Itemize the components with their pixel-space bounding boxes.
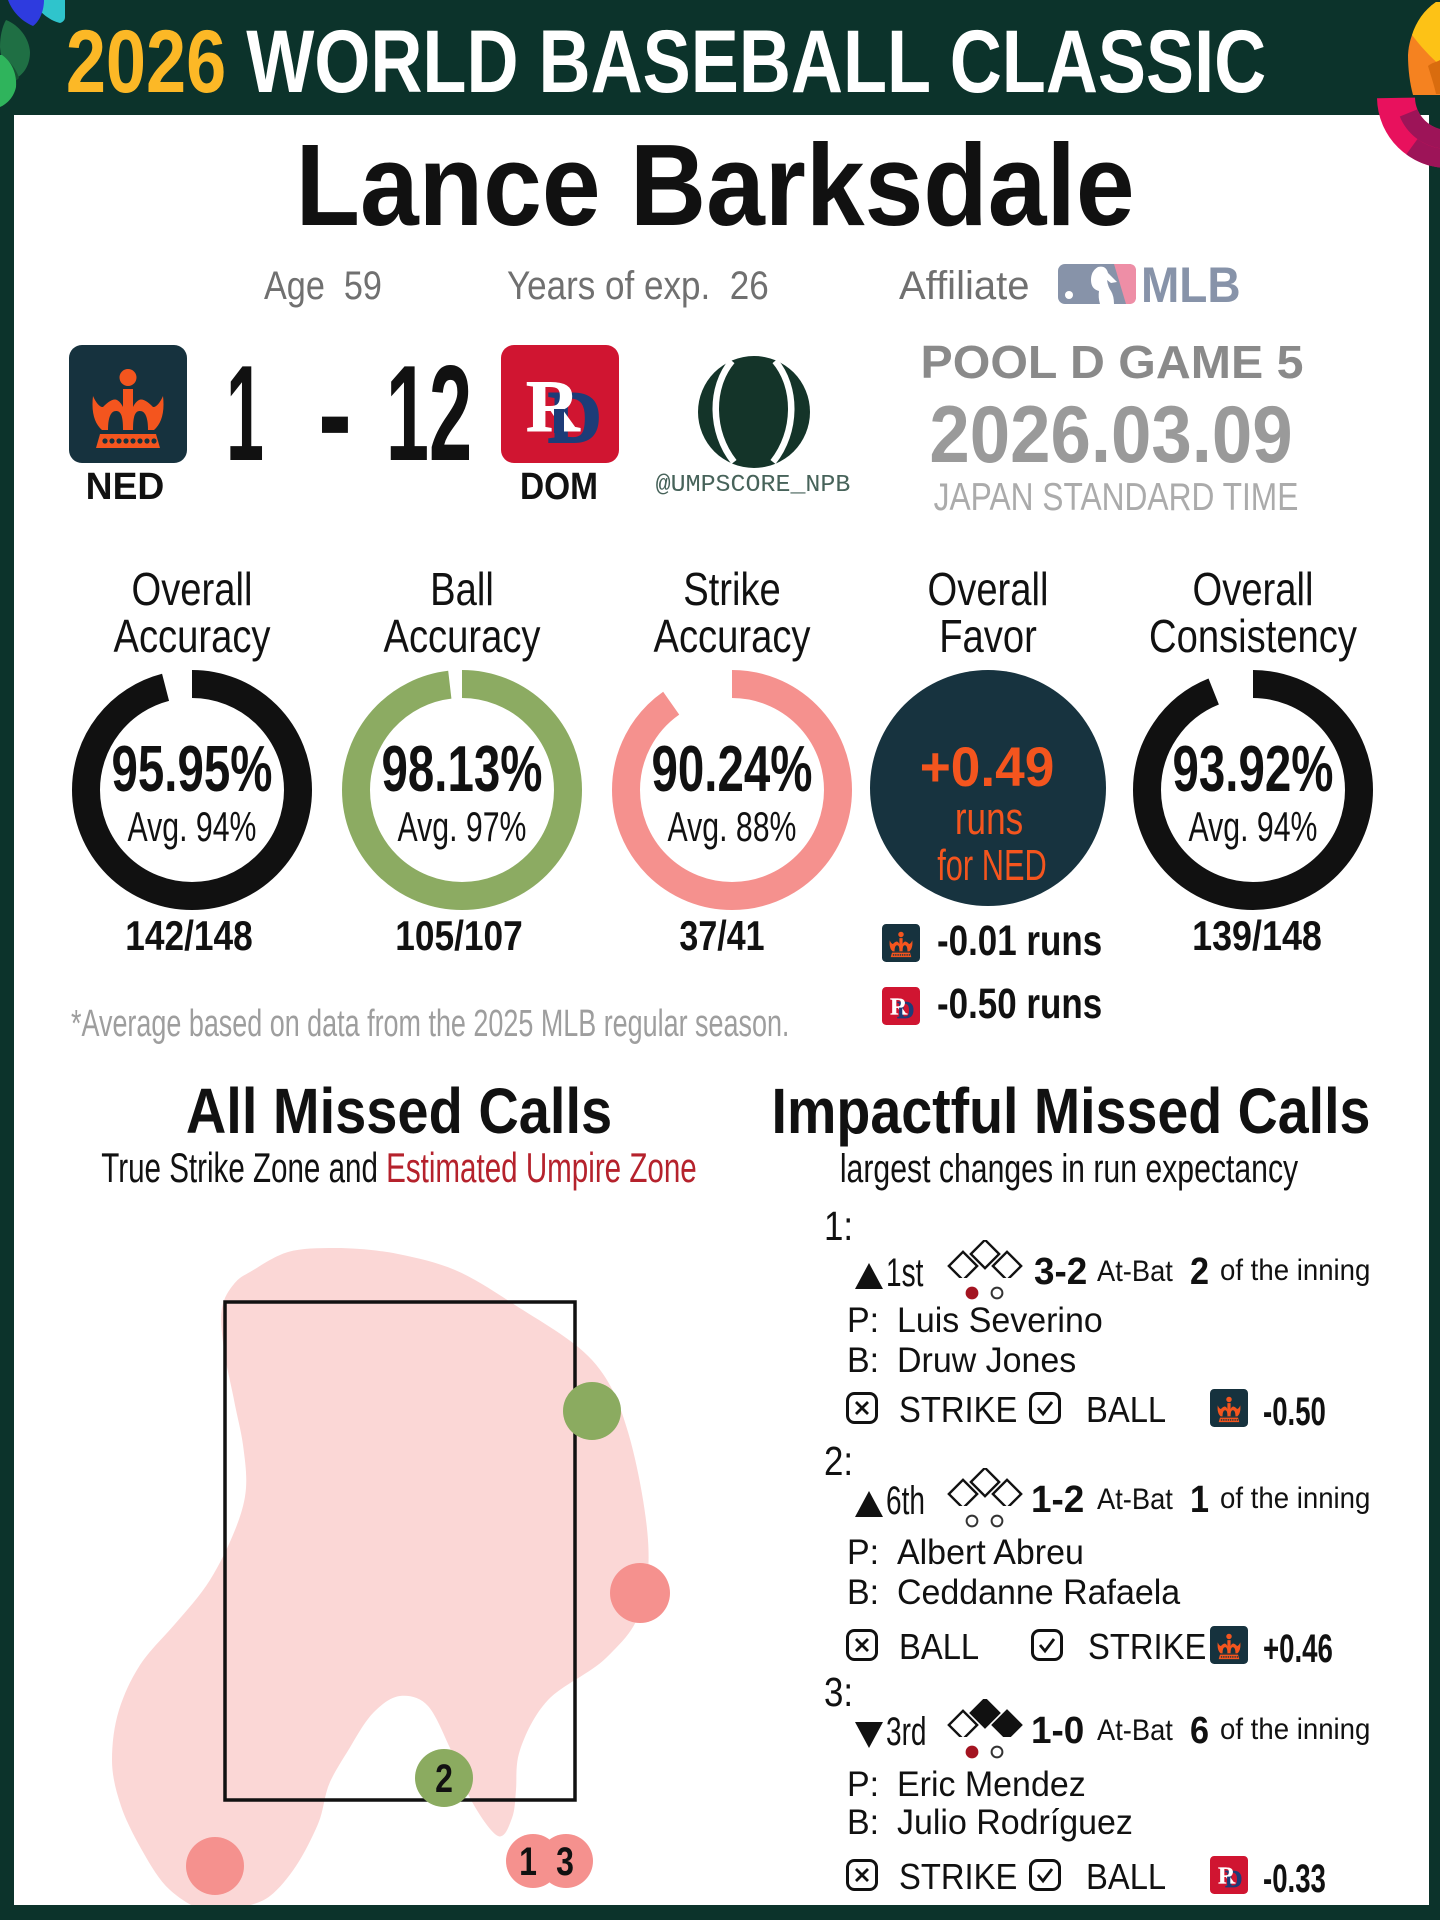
svg-text:3: 3 [556,1839,574,1884]
svg-text:1: 1 [519,1839,537,1884]
svg-text:MLB: MLB [1141,258,1241,308]
svg-text:2: 2 [435,1756,453,1801]
